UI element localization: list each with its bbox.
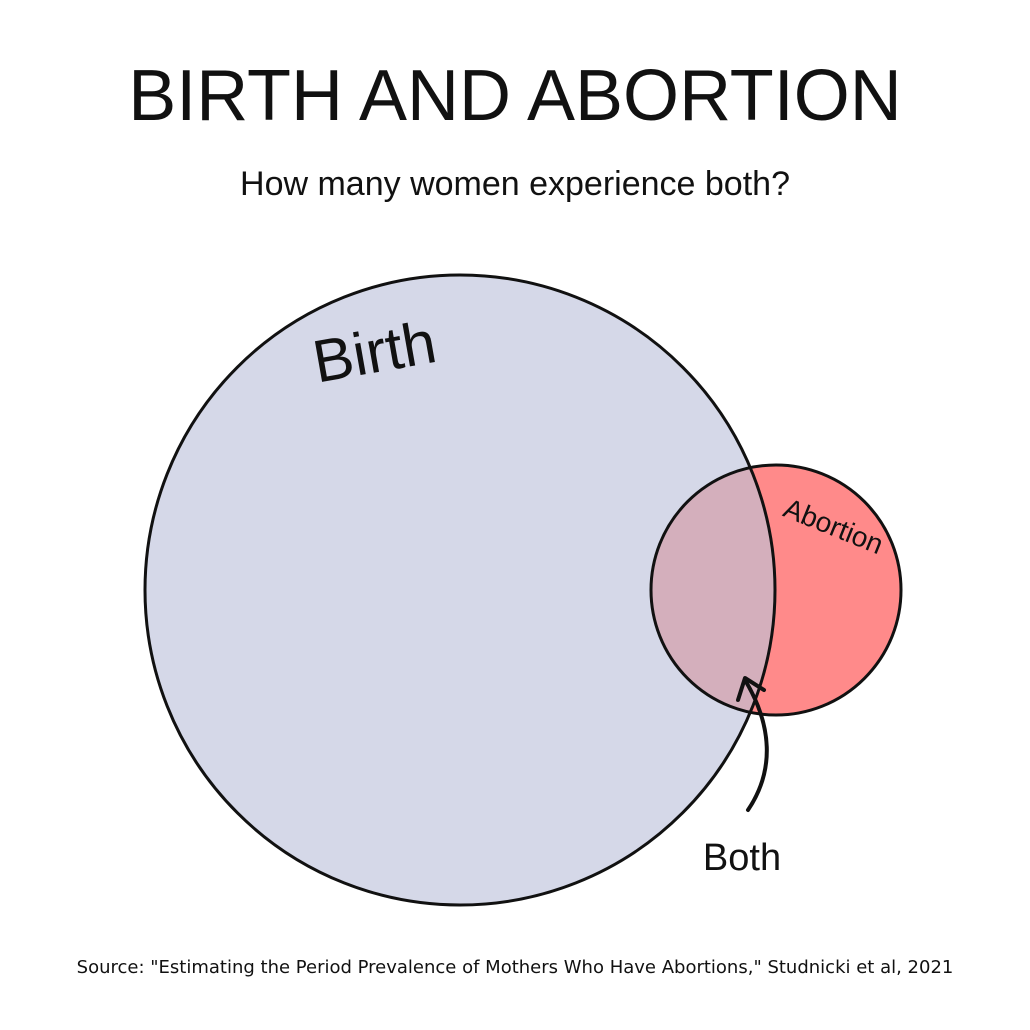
abortion-outline [649,463,903,717]
arrow-shaft [743,678,769,812]
title: BIRTH AND ABORTION [128,56,902,136]
both-label: Both [703,837,781,879]
subtitle: How many women experience both? [240,165,790,203]
overlap-region [651,465,775,715]
birth-outline [143,273,777,907]
source-note: Source: "Estimating the Period Prevalenc… [77,957,954,978]
birth-circle [145,275,775,905]
arrow-head [736,676,766,702]
